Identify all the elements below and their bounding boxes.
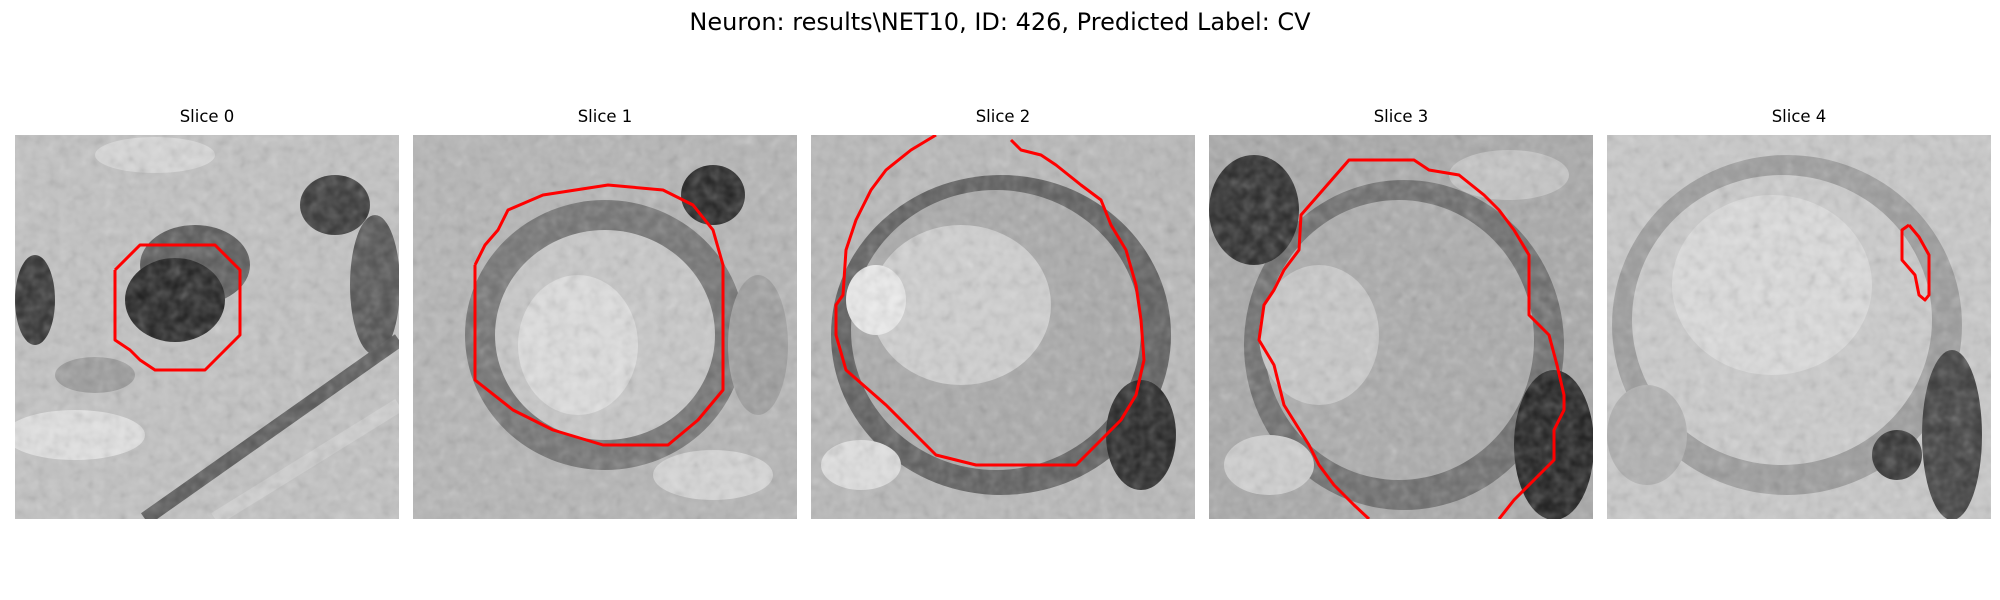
slice-image-4 [1607, 135, 1991, 519]
slice-panel-4: Slice 4 [1607, 107, 1991, 519]
figure-title: Neuron: results\NET10, ID: 426, Predicte… [0, 6, 2000, 38]
slice-panel-2: Slice 2 [811, 107, 1195, 519]
slice-title-2: Slice 2 [811, 107, 1195, 129]
slice-panel-3: Slice 3 [1209, 107, 1593, 519]
slice-panel-1: Slice 1 [413, 107, 797, 519]
slice-title-1: Slice 1 [413, 107, 797, 129]
slice-image-3 [1209, 135, 1593, 519]
slice-image-1 [413, 135, 797, 519]
slice-image-2 [811, 135, 1195, 519]
slice-title-3: Slice 3 [1209, 107, 1593, 129]
slice-title-0: Slice 0 [15, 107, 399, 129]
slice-title-4: Slice 4 [1607, 107, 1991, 129]
slice-image-0 [15, 135, 399, 519]
slice-panel-0: Slice 0 [15, 107, 399, 519]
